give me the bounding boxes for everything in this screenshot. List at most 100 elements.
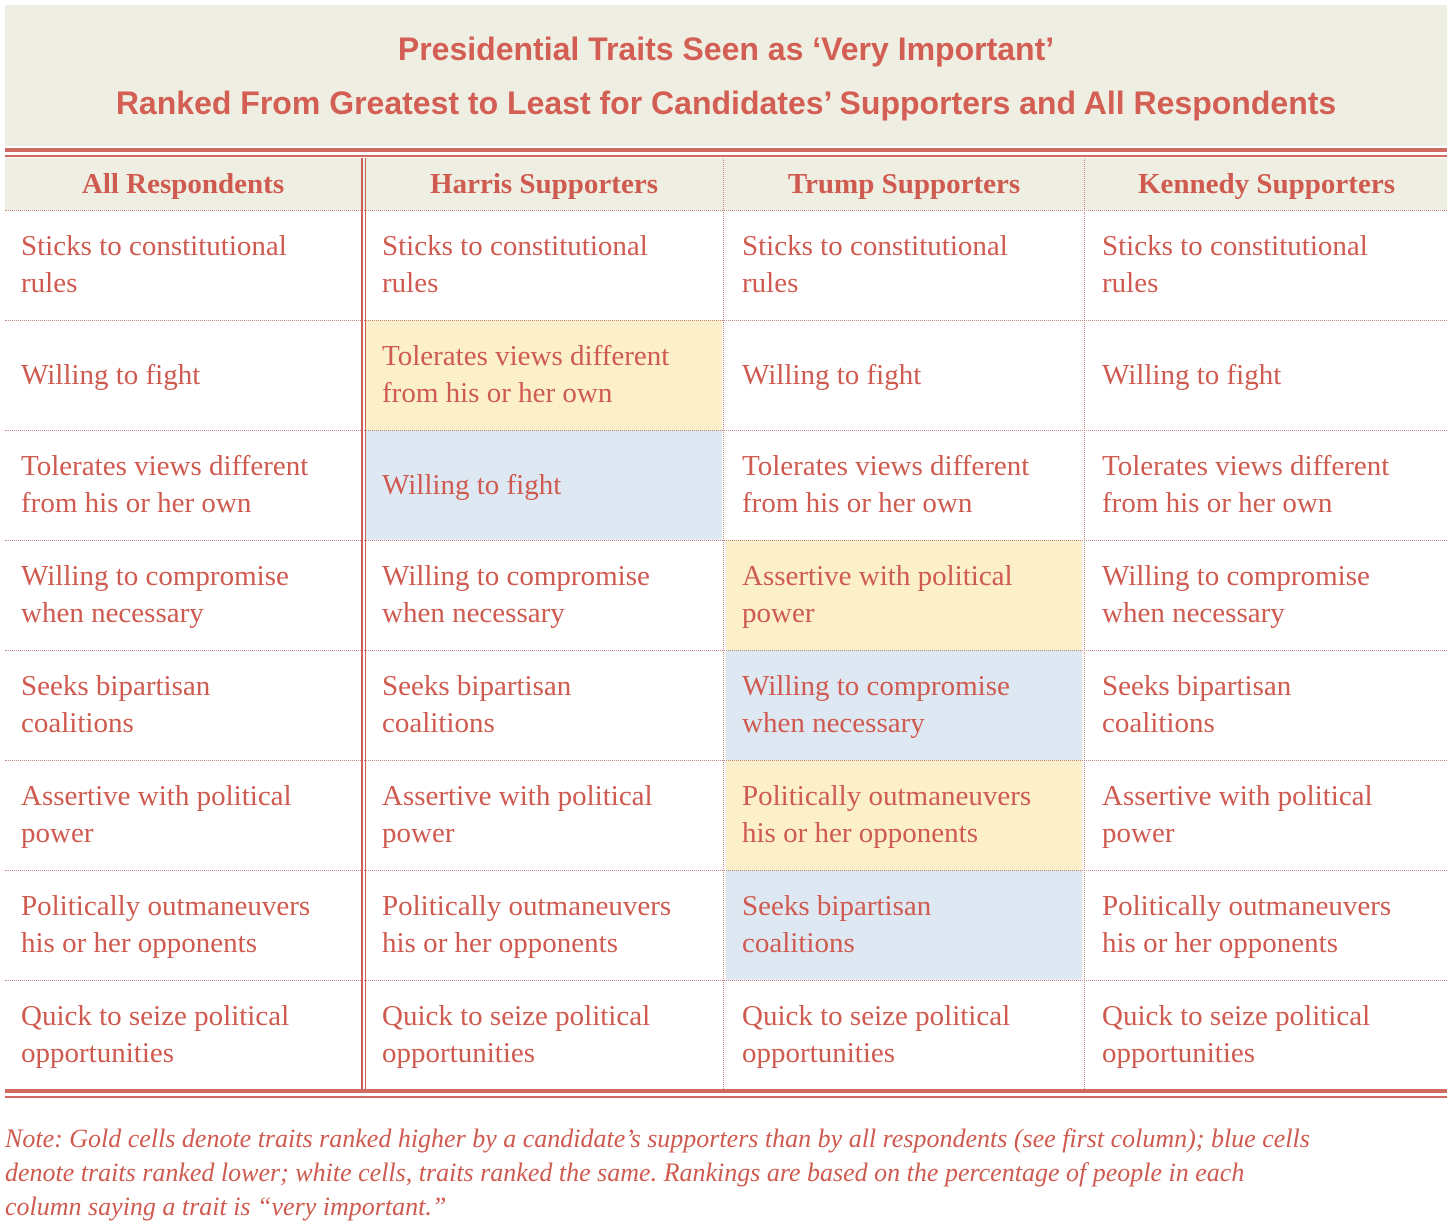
row-separator: [5, 650, 1447, 651]
cell-text-line-2: his or her opponents: [742, 817, 978, 849]
cell-text-line-2: when necessary: [742, 707, 925, 739]
cell-text-line-2: from his or her own: [742, 487, 973, 519]
table-cell: Tolerates views different from his or her…: [366, 320, 722, 430]
table-cell: Assertive with political power: [1086, 760, 1447, 870]
table-cell: Politically outmaneuvers his or her oppon…: [1086, 870, 1447, 980]
cell-text-line-1: Quick to seize political: [382, 1000, 651, 1032]
cell-text-line-2: from his or her own: [382, 377, 613, 409]
table-cell: Willing to fight: [366, 430, 722, 540]
footnote-line-3: column saying a trait is “very important…: [5, 1192, 447, 1221]
cell-text: Quick to seize political opportunities: [742, 998, 1010, 1072]
table-cell: Seeks bipartisan coalitions: [726, 870, 1082, 980]
row-separator: [5, 760, 1447, 761]
cell-text-line-2: from his or her own: [1102, 487, 1333, 519]
table-cell: Willing to fight: [1086, 320, 1447, 430]
cell-text-line-1: Seeks bipartisan: [742, 890, 932, 922]
top-rule-thin: [5, 155, 1447, 157]
cell-text-line-1: Tolerates views different: [1102, 450, 1390, 482]
column-header: All Respondents: [81, 167, 285, 200]
cell-text-line-1: Politically outmaneuvers: [1102, 890, 1392, 922]
table-cell: Quick to seize political opportunities: [366, 980, 722, 1090]
table-cell: Seeks bipartisan coalitions: [366, 650, 722, 760]
cell-text-line-2: coalitions: [382, 707, 495, 739]
cell-text-line-1: Assertive with political: [21, 780, 292, 812]
cell-text-line-2: when necessary: [21, 597, 204, 629]
cell-text-line-2: his or her opponents: [382, 927, 618, 959]
cell-text-line-1: Willing to compromise: [1102, 560, 1370, 592]
cell-text-line-1: Willing to fight: [382, 468, 562, 501]
table-cell: Willing to compromise when necessary: [366, 540, 722, 650]
row-separator: [5, 540, 1447, 541]
cell-text: Assertive with political power: [742, 558, 1013, 632]
cell-text-line-2: rules: [742, 267, 799, 299]
cell-text-line-1: Willing to compromise: [21, 560, 289, 592]
cell-text: Sticks to constitutional rules: [1102, 228, 1368, 302]
cell-text: Sticks to constitutional rules: [382, 228, 648, 302]
table-cell: Assertive with political power: [726, 540, 1082, 650]
table-cell: Politically outmaneuvers his or her oppon…: [366, 870, 722, 980]
row-separator: [5, 430, 1447, 431]
cell-text-line-2: opportunities: [742, 1037, 896, 1069]
table-cell: Willing to compromise when necessary: [5, 540, 361, 650]
cell-text-line-1: Politically outmaneuvers: [21, 890, 311, 922]
table-cell: Sticks to constitutional rules: [726, 210, 1082, 320]
cell-text: Quick to seize political opportunities: [382, 998, 650, 1072]
footnote: Note: Gold cells denote traits ranked hi…: [5, 1122, 1445, 1224]
cell-text: Willing to compromise when necessary: [1102, 558, 1370, 632]
cell-text: Tolerates views different from his or her…: [742, 448, 1029, 522]
cell-text: Assertive with political power: [1102, 778, 1373, 852]
cell-text-line-1: Quick to seize political: [742, 1000, 1011, 1032]
cell-text: Assertive with political power: [21, 778, 292, 852]
cell-text-line-1: Politically outmaneuvers: [742, 780, 1032, 812]
table-cell: Politically outmaneuvers his or her oppon…: [726, 760, 1082, 870]
table-cell: Quick to seize political opportunities: [5, 980, 361, 1090]
cell-text-line-2: from his or her own: [21, 487, 252, 519]
table-cell: Seeks bipartisan coalitions: [1086, 650, 1447, 760]
cell-text-line-1: Seeks bipartisan: [1102, 670, 1292, 702]
table-cell: Sticks to constitutional rules: [366, 210, 722, 320]
table-cell: Willing to fight: [5, 320, 361, 430]
table-cell: Tolerates views different from his or her…: [1086, 430, 1447, 540]
cell-text: Politically outmaneuvers his or her oppon…: [1102, 888, 1391, 962]
cell-text-line-1: Seeks bipartisan: [21, 670, 211, 702]
table-cell: Willing to compromise when necessary: [726, 650, 1082, 760]
cell-text-line-1: Sticks to constitutional: [21, 230, 287, 262]
cell-text: Sticks to constitutional rules: [21, 228, 287, 302]
table-cell: Assertive with political power: [366, 760, 722, 870]
table-cell: Willing to fight: [726, 320, 1082, 430]
cell-text: Politically outmaneuvers his or her oppon…: [742, 778, 1031, 852]
bottom-rule-thin: [5, 1096, 1447, 1098]
cell-text-line-1: Seeks bipartisan: [382, 670, 572, 702]
cell-text-line-1: Sticks to constitutional: [1102, 230, 1368, 262]
chart-title-line-1: Presidential Traits Seen as ‘Very Import…: [397, 30, 1055, 67]
table-cell: Willing to compromise when necessary: [1086, 540, 1447, 650]
cell-text-line-2: coalitions: [21, 707, 134, 739]
cell-text: Sticks to constitutional rules: [742, 228, 1008, 302]
table-cell: Politically outmaneuvers his or her oppon…: [5, 870, 361, 980]
cell-text-line-2: power: [21, 817, 94, 849]
cell-text: Willing to fight: [382, 467, 561, 504]
table-cell: Quick to seize political opportunities: [1086, 980, 1447, 1090]
cell-text: Seeks bipartisan coalitions: [382, 668, 571, 742]
chart-title-line-2: Ranked From Greatest to Least for Candid…: [115, 84, 1337, 121]
cell-text: Willing to fight: [742, 357, 921, 394]
table-cell: Tolerates views different from his or her…: [5, 430, 361, 540]
row-separator: [5, 320, 1447, 321]
cell-text-line-2: rules: [1102, 267, 1159, 299]
footnote-line-2: denote traits ranked lower; white cells,…: [5, 1158, 1245, 1187]
row-separator: [5, 210, 1447, 211]
cell-text: Politically outmaneuvers his or her oppon…: [21, 888, 310, 962]
column-separator: [1084, 158, 1085, 1089]
cell-text: Seeks bipartisan coalitions: [1102, 668, 1291, 742]
cell-text: Willing to fight: [1102, 357, 1281, 394]
cell-text-line-1: Sticks to constitutional: [742, 230, 1008, 262]
cell-text: Politically outmaneuvers his or her oppon…: [382, 888, 671, 962]
table-cell: Tolerates views different from his or her…: [726, 430, 1082, 540]
cell-text-line-1: Tolerates views different: [21, 450, 309, 482]
cell-text-line-1: Tolerates views different: [742, 450, 1030, 482]
cell-text: Willing to compromise when necessary: [742, 668, 1010, 742]
cell-text: Seeks bipartisan coalitions: [742, 888, 931, 962]
table-cell: Assertive with political power: [5, 760, 361, 870]
cell-text-line-2: when necessary: [1102, 597, 1285, 629]
cell-text-line-2: opportunities: [21, 1037, 175, 1069]
